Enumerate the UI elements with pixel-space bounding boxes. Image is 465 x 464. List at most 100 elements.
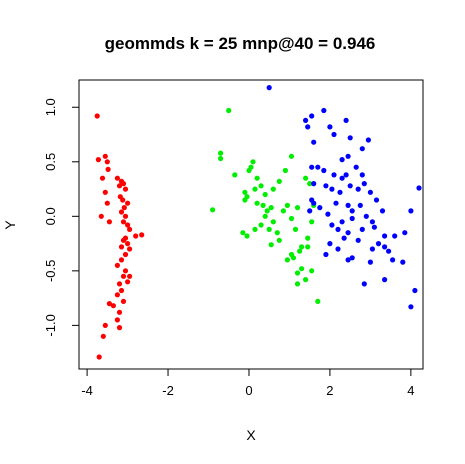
point-red-10 xyxy=(114,175,120,181)
point-blue-49 xyxy=(359,226,365,232)
point-blue-11 xyxy=(365,137,371,143)
point-green-9 xyxy=(254,175,260,181)
y-tick-label: -1.0 xyxy=(43,314,58,336)
point-blue-42 xyxy=(329,222,335,228)
y-tick-label: 1.0 xyxy=(43,98,58,116)
point-red-17 xyxy=(125,200,131,206)
point-red-18 xyxy=(121,205,127,211)
point-blue-28 xyxy=(361,181,367,187)
y-tick-label: -0.5 xyxy=(43,260,58,282)
y-axis: -1.0 -0.5 0.0 0.5 1.0 xyxy=(43,98,80,337)
point-green-1 xyxy=(218,150,224,156)
point-blue-58 xyxy=(402,230,408,236)
point-blue-6 xyxy=(343,117,349,123)
point-green-48 xyxy=(268,242,274,248)
x-tick-label: -2 xyxy=(162,383,174,398)
point-blue-23 xyxy=(323,183,329,189)
point-green-0 xyxy=(226,107,232,114)
point-blue-34 xyxy=(333,200,339,206)
point-blue-46 xyxy=(369,219,375,225)
point-blue-7 xyxy=(331,131,337,138)
point-blue-40 xyxy=(416,185,422,191)
point-red-35 xyxy=(127,273,133,279)
y-tick-label: 0.0 xyxy=(43,207,58,225)
point-blue-59 xyxy=(327,241,333,247)
point-red-39 xyxy=(118,287,125,294)
point-green-7 xyxy=(250,159,256,165)
point-blue-21 xyxy=(359,172,365,178)
point-green-19 xyxy=(268,205,274,211)
point-blue-60 xyxy=(335,246,341,252)
point-red-40 xyxy=(114,292,120,298)
point-red-25 xyxy=(139,232,145,238)
point-blue-4 xyxy=(321,107,327,114)
point-red-28 xyxy=(125,241,131,247)
point-green-4 xyxy=(210,207,216,213)
point-blue-37 xyxy=(357,202,363,208)
point-green-29 xyxy=(288,153,295,159)
point-green-39 xyxy=(299,244,305,250)
point-red-5 xyxy=(99,175,106,181)
data-points xyxy=(94,85,422,360)
point-blue-51 xyxy=(408,208,414,214)
point-green-34 xyxy=(303,175,309,181)
point-blue-39 xyxy=(379,208,386,214)
point-red-3 xyxy=(104,159,110,165)
point-green-32 xyxy=(292,226,299,232)
point-blue-47 xyxy=(335,226,341,232)
point-blue-25 xyxy=(337,189,343,195)
point-green-35 xyxy=(307,181,313,187)
point-blue-72 xyxy=(349,255,355,261)
point-green-24 xyxy=(254,200,260,206)
point-blue-16 xyxy=(309,164,315,170)
point-green-52 xyxy=(294,281,301,287)
point-red-47 xyxy=(116,325,123,331)
point-red-33 xyxy=(114,262,120,268)
point-blue-17 xyxy=(331,172,337,178)
point-green-40 xyxy=(297,248,303,254)
point-blue-48 xyxy=(345,230,351,236)
point-red-6 xyxy=(102,189,108,195)
point-blue-38 xyxy=(373,197,380,203)
point-green-23 xyxy=(252,226,258,232)
point-red-43 xyxy=(110,303,116,309)
point-red-42 xyxy=(106,301,112,307)
point-green-10 xyxy=(258,183,264,189)
x-axis-label: X xyxy=(246,427,256,443)
point-red-37 xyxy=(125,279,131,285)
point-blue-55 xyxy=(375,241,382,247)
point-blue-64 xyxy=(367,259,373,265)
point-red-23 xyxy=(127,226,133,232)
point-green-45 xyxy=(288,251,295,258)
y-tick-label: 0.5 xyxy=(43,153,58,171)
point-blue-22 xyxy=(311,181,317,187)
point-red-1 xyxy=(95,157,101,163)
point-green-15 xyxy=(270,186,276,192)
point-blue-45 xyxy=(363,213,369,219)
point-blue-68 xyxy=(412,287,418,294)
point-green-53 xyxy=(244,233,250,239)
point-green-28 xyxy=(284,202,290,208)
point-green-17 xyxy=(260,202,266,208)
point-green-30 xyxy=(282,167,288,174)
point-blue-26 xyxy=(347,183,353,189)
point-blue-5 xyxy=(327,124,333,130)
point-green-41 xyxy=(305,244,311,250)
point-blue-1 xyxy=(303,117,309,123)
point-blue-29 xyxy=(367,189,373,195)
point-green-49 xyxy=(309,268,315,274)
point-red-30 xyxy=(127,246,133,252)
point-red-24 xyxy=(133,233,139,239)
point-blue-71 xyxy=(382,277,388,283)
x-tick-label: 2 xyxy=(326,383,333,398)
point-blue-20 xyxy=(353,164,359,170)
point-green-31 xyxy=(288,215,295,222)
point-green-50 xyxy=(303,277,309,283)
point-blue-18 xyxy=(339,175,345,181)
point-blue-27 xyxy=(355,186,361,192)
point-red-27 xyxy=(120,237,127,243)
y-axis-label: Y xyxy=(2,220,18,230)
point-green-13 xyxy=(242,189,248,195)
point-red-2 xyxy=(102,153,108,159)
point-blue-31 xyxy=(311,200,317,206)
